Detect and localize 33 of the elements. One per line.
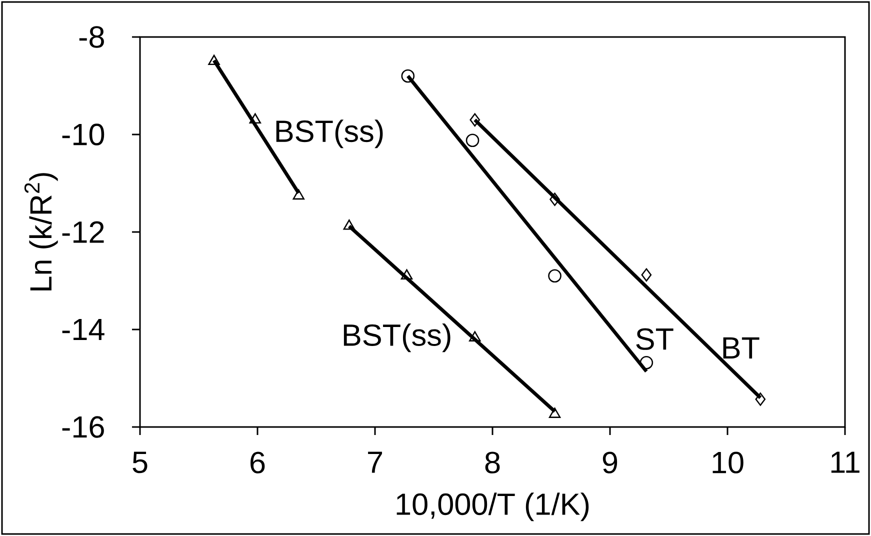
point — [548, 408, 561, 418]
series-label: ST — [636, 328, 674, 350]
series-label: BST(ss) — [344, 323, 450, 352]
y-tick-label: -10 — [62, 124, 104, 146]
point — [548, 269, 562, 283]
point — [550, 192, 560, 206]
point — [292, 189, 304, 200]
y-tick-label: -8 — [79, 26, 104, 48]
y-tick-label: -14 — [62, 318, 104, 340]
point — [401, 69, 415, 83]
x-axis-title: 10,000/T (1/K) — [396, 492, 589, 522]
point — [755, 392, 766, 406]
point — [400, 269, 413, 280]
point — [343, 220, 355, 230]
point — [469, 331, 481, 342]
point — [640, 356, 654, 370]
point — [249, 113, 262, 124]
x-tick-label: 10 — [712, 452, 744, 474]
x-tick-label: 5 — [132, 452, 148, 474]
y-tick-label: -12 — [62, 221, 104, 243]
y-axis-title: Ln (k/R$^{2}$) — [24, 173, 58, 290]
point — [470, 113, 480, 127]
series-label: BST(ss) — [276, 120, 383, 148]
series-label: BT — [723, 337, 760, 359]
x-tick-label: 7 — [368, 452, 382, 473]
x-tick-label: 6 — [250, 452, 265, 474]
x-tick-label: 9 — [602, 452, 618, 474]
x-tick-label: 8 — [485, 452, 500, 474]
point — [208, 54, 220, 66]
point — [641, 268, 652, 282]
point — [466, 134, 480, 148]
x-tick-label: 11 — [831, 452, 860, 473]
y-tick-label: -16 — [62, 416, 104, 438]
